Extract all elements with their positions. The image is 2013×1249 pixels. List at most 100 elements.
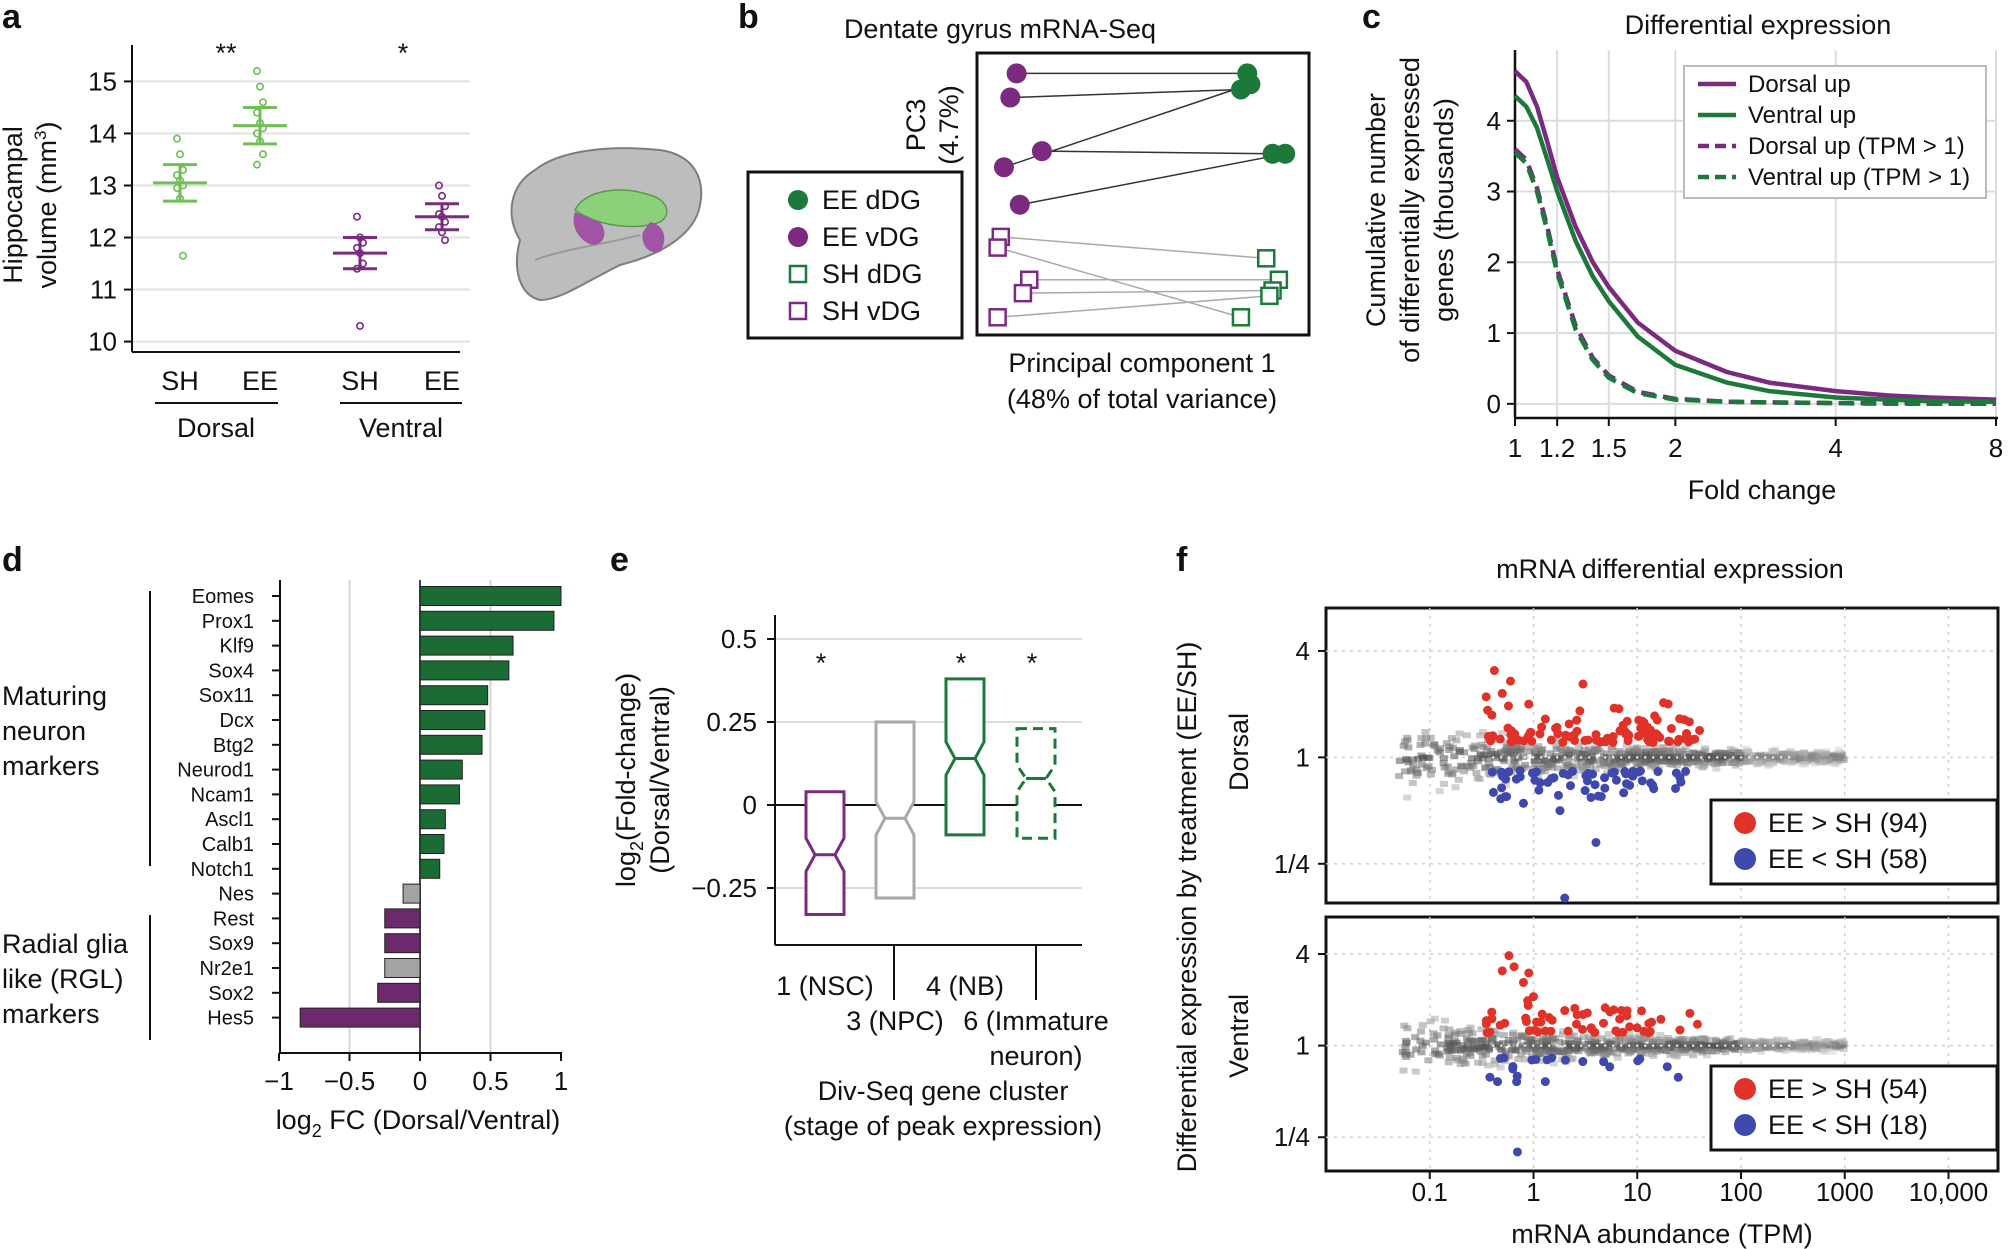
panel-f-density-cell [1442, 740, 1451, 747]
panel-a-x-label: SH [161, 366, 199, 396]
panel-f-density-cell [1561, 745, 1570, 752]
panel-f-density-cell [1696, 756, 1705, 763]
panel-b-point-ee-vdg [993, 157, 1014, 178]
panel-f-density-cell [1794, 1038, 1803, 1045]
panel-f-density-cell [1498, 729, 1507, 736]
panel-f-density-cell [1779, 752, 1788, 759]
panel-b-pair-line [1019, 153, 1286, 206]
panel-d-gene-label: Hes5 [207, 1008, 254, 1030]
panel-f-x-tick-label: 1000 [1816, 1177, 1874, 1207]
panel-f-density-cell [1516, 1051, 1525, 1058]
panel-f-up-point [1665, 736, 1675, 746]
panel-d-bar-hes5 [299, 1007, 421, 1028]
panel-a-y-tick-label: 13 [88, 170, 117, 200]
panel-f-density-cell [1641, 1050, 1650, 1057]
panel-d-bar-eomes [419, 586, 562, 606]
panel-f-up-point [1583, 735, 1593, 745]
panel-f-density-cell [1761, 1040, 1770, 1047]
panel-f-density-cell [1699, 760, 1708, 767]
panel-f-up-point [1659, 698, 1669, 708]
panel-d-gene-label: Sox2 [208, 983, 254, 1005]
panel-f-down-point [1619, 788, 1629, 798]
panel-d-group1-line3: markers [2, 751, 100, 781]
panel-f-down-point [1621, 779, 1631, 789]
panel-f-ventral-label: Ventral [1224, 994, 1254, 1078]
panel-letter-f: f [1176, 541, 1188, 579]
panel-f-density-cell [1485, 755, 1494, 762]
panel-f-density-cell [1496, 748, 1505, 755]
panel-f-density-cell [1588, 758, 1597, 765]
panel-b-plot-frame [975, 51, 1311, 337]
panel-f-density-cell [1564, 1042, 1573, 1049]
panel-f-density-cell [1542, 1041, 1551, 1048]
panel-f-down-point [1531, 1054, 1541, 1064]
panel-f-density-cell [1765, 761, 1774, 768]
panel-f-density-cell [1451, 784, 1460, 791]
panel-f-density-cell [1741, 1044, 1750, 1051]
panel-f-density-cell [1423, 754, 1432, 761]
panel-f-density-cell [1529, 765, 1538, 772]
panel-f-outlier-point [1524, 968, 1534, 978]
panel-f-density-cell [1753, 1045, 1762, 1052]
panel-f-density-cell [1466, 1024, 1475, 1031]
panel-f-down-point [1488, 787, 1498, 797]
panel-f-y-tick-label: 1/4 [1274, 849, 1310, 879]
panel-f-outlier-point [1518, 798, 1528, 808]
panel-f-density-cell [1525, 748, 1534, 755]
panel-f-density-cell [1654, 1043, 1663, 1050]
panel-f-density-cell [1807, 753, 1816, 760]
panel-f-gridlines [1326, 608, 1998, 1171]
panel-d-gene-label: Neurod1 [177, 760, 254, 782]
panel-f-up-point [1656, 1014, 1666, 1024]
panel-f-density-cell [1830, 760, 1839, 767]
panel-f-legend-marker [1734, 848, 1756, 870]
panel-f-density-cell [1462, 732, 1471, 739]
panel-f-up-point [1578, 1024, 1588, 1034]
panel-f-down-point [1653, 767, 1663, 777]
panel-f-density-cell [1574, 742, 1583, 749]
panel-f-down-point [1628, 771, 1638, 781]
panel-f-down-point [1504, 767, 1514, 777]
panel-c-y-tick-label: 2 [1487, 247, 1501, 277]
panel-f-density-cell [1647, 763, 1656, 770]
panel-d-bar-btg2 [419, 734, 483, 755]
panel-f-density-cell [1553, 737, 1562, 744]
panel-f-density-cell [1476, 732, 1485, 739]
panel-b-point-ee-vdg [1009, 194, 1030, 215]
panel-f-density-cell [1722, 749, 1731, 756]
panel-f-density-cell [1517, 1033, 1526, 1040]
panel-f-density-cell [1553, 1048, 1562, 1055]
panel-f-outlier-point [1518, 977, 1528, 987]
panel-f-down-point [1563, 770, 1573, 780]
panel-f-density-cell [1454, 776, 1463, 783]
panel-f-up-point [1564, 732, 1574, 742]
panel-f-density-cell [1581, 754, 1590, 761]
panel-a-x-label: EE [242, 366, 278, 396]
panel-f-density-cell [1710, 761, 1719, 768]
panel-f-density-cell [1430, 1015, 1439, 1022]
panel-e-y-tick-label: −0.25 [691, 873, 757, 903]
panel-f-density-cell [1402, 1037, 1411, 1044]
panel-f-density-cell [1744, 1038, 1753, 1045]
panel-f-density-cell [1565, 1036, 1574, 1043]
panel-f-outlier-point [1560, 1006, 1570, 1016]
panel-f-down-point [1547, 1053, 1557, 1063]
panel-f-y-tick-label: 4 [1296, 939, 1310, 969]
panel-a-x-tick-labels: SH EE SH EE [161, 366, 460, 396]
panel-f-density-cell [1839, 1038, 1848, 1045]
panel-f-density-cell [1702, 1052, 1711, 1059]
panel-f-density-cell [1759, 1043, 1768, 1050]
panel-b-point-ee-vdg [1006, 63, 1027, 84]
panel-d-gene-label: Eomes [192, 586, 254, 608]
panel-f-density-cell [1800, 761, 1809, 768]
panel-e-y-tick-label: 0.5 [721, 624, 757, 654]
panel-f-down-point [1600, 773, 1610, 783]
panel-a-point [352, 212, 361, 221]
panel-e-cat-4: 4 (NB) [926, 971, 1004, 1001]
panel-c-x-tick-label: 1.2 [1539, 433, 1575, 463]
panel-f-up-point [1586, 1023, 1596, 1033]
panel-d-group2-line3: markers [2, 999, 100, 1029]
panel-f-density-cell [1626, 1049, 1635, 1056]
